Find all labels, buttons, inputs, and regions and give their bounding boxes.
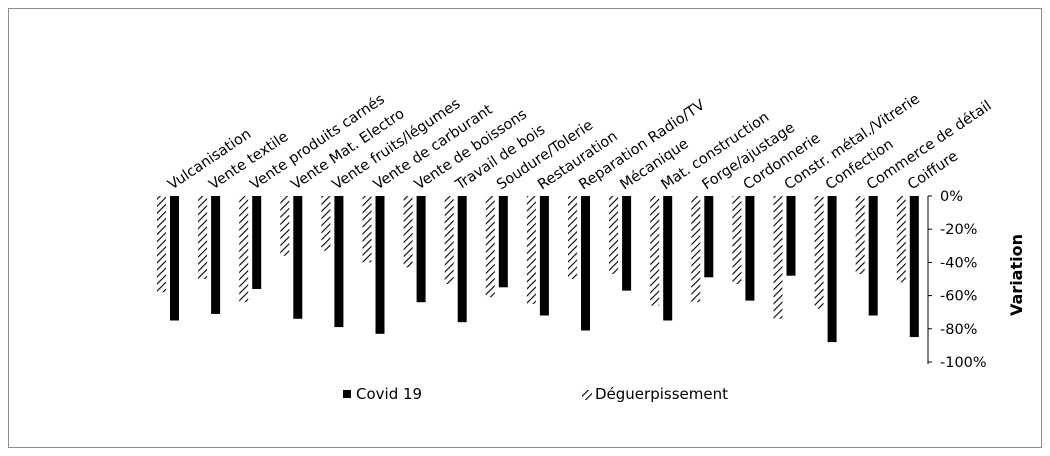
y-axis: 0% -20% -40% -60% -80% -100%: [927, 189, 987, 371]
bar-deguerpissement: [855, 196, 865, 274]
bar-covid-19: [170, 196, 179, 321]
bar-covid-19: [827, 196, 837, 343]
y-axis-title: Variation: [1007, 234, 1026, 316]
bar-deguerpissement: [650, 196, 660, 306]
bar-covid-19: [622, 196, 632, 291]
category-group: [732, 196, 755, 301]
category-group: [444, 196, 467, 323]
y-tick-label: -40%: [940, 255, 977, 271]
bar-covid-19: [909, 196, 919, 338]
bar-covid-19: [416, 196, 426, 303]
bar-covid-19: [786, 196, 796, 276]
category-group: [403, 196, 426, 303]
bar-covid-19: [375, 196, 385, 334]
legend-swatch-deguerpissement: [582, 390, 592, 400]
bar-covid-19: [868, 196, 878, 316]
bar-deguerpissement: [773, 196, 783, 319]
bar-deguerpissement: [609, 196, 619, 274]
bar-covid-19: [334, 196, 344, 328]
category-group: [773, 196, 796, 319]
y-tick-label: -60%: [940, 289, 977, 305]
bar-covid-19: [252, 196, 262, 289]
bar-covid-19: [539, 196, 549, 316]
legend-item-covid: Covid 19: [343, 385, 422, 403]
category-group: [321, 196, 344, 328]
y-tick-label: -80%: [940, 322, 977, 338]
legend-item-deguerpissement: Déguerpissement: [582, 385, 728, 403]
bar-covid-19: [663, 196, 673, 321]
bar-deguerpissement: [157, 196, 166, 293]
bar-deguerpissement: [444, 196, 454, 284]
bar-covid-19: [457, 196, 467, 323]
bar-deguerpissement: [896, 196, 906, 283]
y-tick-label: 0%: [940, 189, 963, 205]
bar-deguerpissement: [198, 196, 208, 279]
legend-swatch-covid: [343, 390, 351, 398]
bar-deguerpissement: [362, 196, 372, 263]
bar-covid-19: [704, 196, 714, 278]
bar-deguerpissement: [239, 196, 249, 303]
bar-deguerpissement: [568, 196, 577, 279]
category-group: [814, 196, 837, 343]
category-group: [198, 196, 221, 314]
bar-deguerpissement: [485, 196, 495, 298]
category-group: [609, 196, 632, 291]
bar-deguerpissement: [526, 196, 536, 304]
legend: Covid 19 Déguerpissement: [343, 385, 728, 403]
legend-label-deguerpissement: Déguerpissement: [595, 385, 728, 403]
legend-label-covid: Covid 19: [356, 385, 422, 403]
category-group: [896, 196, 919, 338]
bar-deguerpissement: [814, 196, 824, 309]
bar-covid-19: [293, 196, 303, 319]
category-group: [280, 196, 303, 319]
y-tick-label: -20%: [940, 222, 977, 238]
category-group: [691, 196, 714, 303]
bar-deguerpissement: [732, 196, 742, 284]
bar-covid-19: [498, 196, 508, 288]
category-group: [239, 196, 262, 303]
bar-deguerpissement: [691, 196, 701, 303]
bars-layer: [157, 196, 919, 343]
category-group: [526, 196, 549, 316]
bar-covid-19: [211, 196, 221, 314]
bar-deguerpissement: [321, 196, 331, 251]
bar-deguerpissement: [403, 196, 413, 268]
category-group: [485, 196, 508, 298]
category-group: [362, 196, 385, 334]
bar-covid-19: [581, 196, 590, 331]
bar-covid-19: [745, 196, 755, 301]
category-group: [650, 196, 673, 321]
category-group: [855, 196, 878, 316]
chart-container: Vulcanisation Vente textile Vente produits…: [8, 8, 1042, 448]
bar-deguerpissement: [280, 196, 290, 256]
y-tick-label: -100%: [940, 355, 987, 371]
category-group: [568, 196, 590, 331]
category-group: [157, 196, 179, 321]
